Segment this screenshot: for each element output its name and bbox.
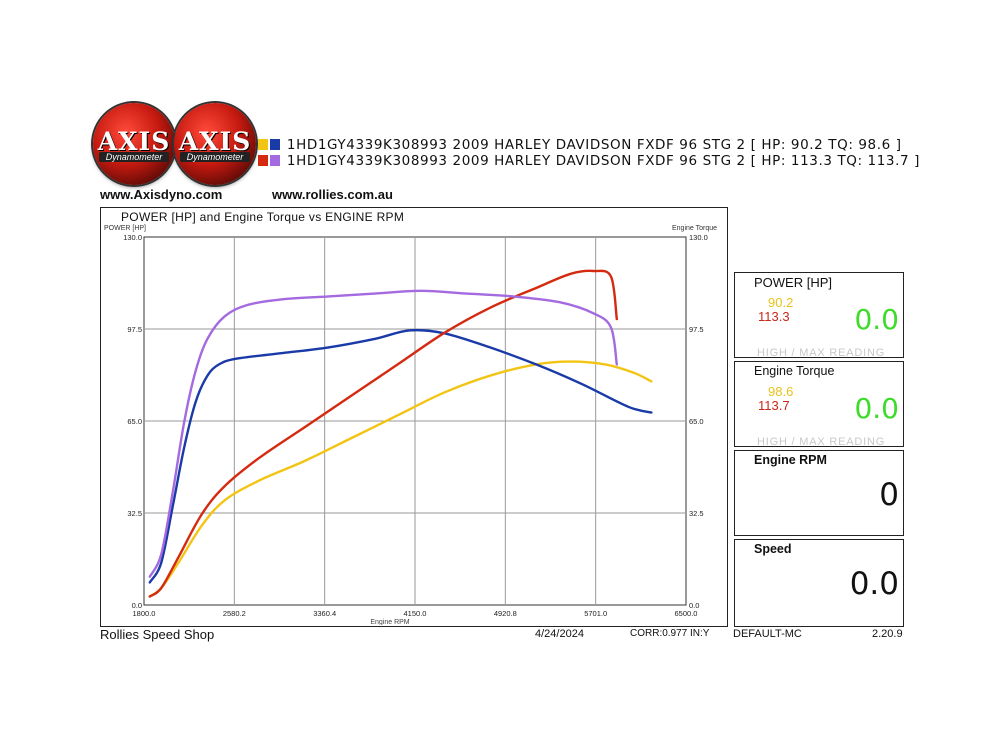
- power-panel: POWER [HP] 90.2 113.3 0.0 HIGH / MAX REA…: [734, 272, 904, 359]
- run-date: 4/24/2024: [535, 628, 584, 640]
- y-tick-label-left: 0.0: [132, 601, 142, 610]
- legend-swatch: [258, 155, 268, 166]
- y-tick-label-left: 97.5: [127, 325, 142, 334]
- torque-current-value: 0.0: [854, 392, 899, 425]
- y-tick-label-left: 65.0: [127, 417, 142, 426]
- speed-panel: Speed 0.0: [734, 539, 904, 627]
- legend-swatch: [270, 139, 280, 150]
- axis-logo-left: AXIS Dynamometer: [93, 103, 175, 185]
- dyno-chart: 1800.0 2580.2 3360.4 4150.0 4920.8 5701.0 6500…: [123, 233, 708, 625]
- url-axisdyno: www.Axisdyno.com: [100, 187, 223, 202]
- power-run2-value: 113.3: [758, 309, 790, 324]
- x-tick-label: 5701.0: [584, 609, 607, 618]
- torque-hint: HIGH / MAX READING: [757, 436, 886, 448]
- y-axis-right-label: Engine Torque: [672, 225, 718, 232]
- rpm-panel-title: Engine RPM: [754, 453, 827, 467]
- x-tick-label: 4920.8: [494, 609, 517, 618]
- chart-frame: [100, 207, 728, 627]
- legend-swatch: [270, 155, 280, 166]
- series-line-3: [148, 269, 618, 598]
- torque-panel-title: Engine Torque: [754, 364, 835, 378]
- logo-brand: AXIS: [97, 127, 171, 156]
- y-tick-label-left: 130.0: [123, 233, 142, 242]
- legend-entry-2: 1HD1GY4339K308993 2009 HARLEY DAVIDSON F…: [258, 153, 920, 169]
- y-tick-label-right: 0.0: [689, 601, 699, 610]
- logo-tagline: Dynamometer: [99, 152, 169, 162]
- speed-current-value: 0.0: [849, 566, 899, 602]
- y-tick-label-left: 32.5: [127, 509, 142, 518]
- torque-run2-value: 113.7: [758, 398, 790, 413]
- series-line-2: [148, 328, 653, 584]
- y-tick-label-right: 97.5: [689, 325, 704, 334]
- y-tick-label-right: 32.5: [689, 509, 704, 518]
- series-line-4: [148, 289, 618, 578]
- chart-title: POWER [HP] and Engine Torque vs ENGINE R…: [121, 210, 405, 224]
- y-axis-left-label: POWER [HP]: [104, 225, 147, 232]
- x-tick-label: 1800.0: [133, 609, 156, 618]
- x-tick-label: 2580.2: [223, 609, 246, 618]
- correction-factor: CORR:0.977 IN:Y: [630, 628, 710, 639]
- power-run1-value: 90.2: [768, 295, 794, 310]
- legend-text: 1HD1GY4339K308993 2009 HARLEY DAVIDSON F…: [286, 137, 902, 153]
- software-version: 2.20.9: [872, 628, 903, 640]
- series-line-1: [148, 360, 653, 598]
- url-rollies: www.rollies.com.au: [272, 187, 393, 202]
- torque-panel: Engine Torque 98.6 113.7 0.0 HIGH / MAX …: [734, 361, 904, 448]
- x-tick-label: 4150.0: [404, 609, 427, 618]
- rpm-current-value: 0: [879, 477, 899, 513]
- x-tick-label: 3360.4: [313, 609, 336, 618]
- x-tick-label: 6500.0: [675, 609, 698, 618]
- legend-text: 1HD1GY4339K308993 2009 HARLEY DAVIDSON F…: [286, 153, 920, 169]
- power-panel-title: POWER [HP]: [754, 275, 833, 290]
- logo-tagline: Dynamometer: [180, 152, 250, 162]
- rpm-panel: Engine RPM 0: [734, 450, 904, 536]
- shop-name: Rollies Speed Shop: [100, 627, 215, 642]
- x-axis-label: Engine RPM: [370, 619, 409, 625]
- logo-brand: AXIS: [178, 127, 252, 156]
- profile-name: DEFAULT-MC: [733, 628, 802, 640]
- legend-swatch: [258, 139, 268, 150]
- torque-run1-value: 98.6: [768, 384, 794, 399]
- power-hint: HIGH / MAX READING: [757, 347, 886, 359]
- axis-logo-right: AXIS Dynamometer: [174, 103, 256, 185]
- power-current-value: 0.0: [854, 303, 899, 336]
- y-tick-label-right: 130.0: [689, 233, 708, 242]
- y-tick-label-right: 65.0: [689, 417, 704, 426]
- speed-panel-title: Speed: [754, 542, 792, 556]
- legend-entry-1: 1HD1GY4339K308993 2009 HARLEY DAVIDSON F…: [258, 137, 902, 153]
